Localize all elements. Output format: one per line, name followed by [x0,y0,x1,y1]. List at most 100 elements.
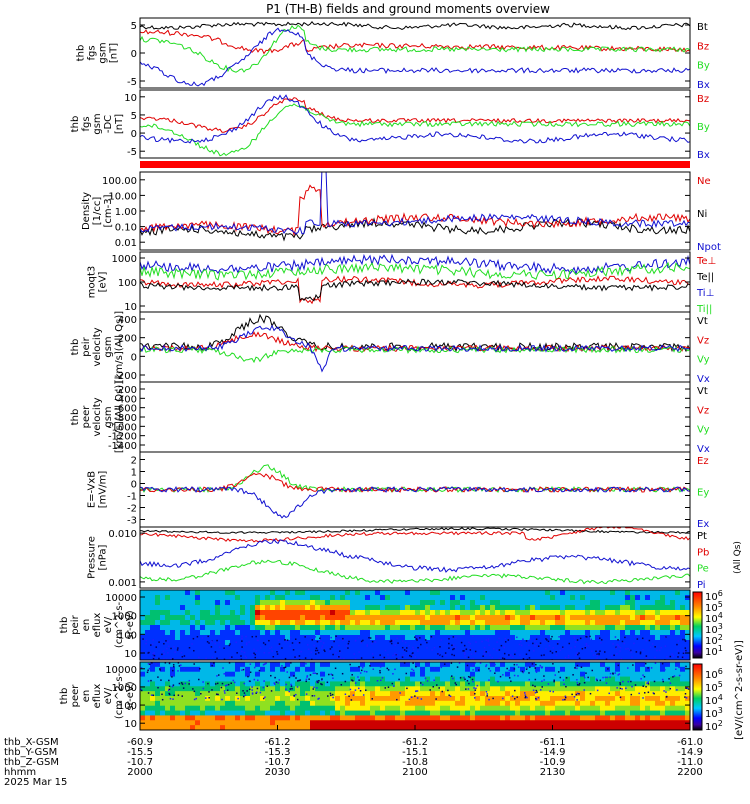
spectrogram-cell [660,635,666,641]
spectrogram-cell [145,595,151,601]
spectrogram-cell [370,715,376,721]
spectrogram-cell [385,662,391,668]
spectrogram-cell [295,630,301,636]
spectrogram-cell [190,666,196,673]
spectrogram-cell [225,720,231,726]
spectrogram-cell [165,715,171,721]
spectrogram-speckle [371,698,374,700]
spectrogram-speckle [664,668,666,671]
spectrogram-speckle [571,693,573,696]
spectrogram-cell [310,681,316,687]
spectrogram-cell [175,725,181,730]
spectrogram-cell [240,615,246,621]
spectrogram-cell [650,676,656,683]
spectrogram-cell [220,725,226,730]
spectrogram-speckle [474,692,476,695]
spectrogram-cell [420,610,426,616]
spectrogram-cell [555,666,561,673]
spectrogram-speckle [412,652,414,654]
spectrogram-cell [430,725,436,730]
spectrogram-speckle [555,654,558,656]
spectrogram-cell [280,615,286,621]
spectrogram-cell [445,610,451,616]
spectrogram-cell [370,640,376,646]
spectrogram-cell [675,615,681,621]
spectrogram-cell [220,620,226,626]
spectrogram-cell [365,686,371,692]
spectrogram-speckle [245,643,248,646]
spectrogram-cell [640,671,646,678]
spectrogram-speckle [332,653,334,656]
spectrogram-speckle [577,653,579,656]
spectrogram-cell [205,595,211,601]
spectrogram-cell [470,662,476,668]
spectrogram-cell [225,600,231,606]
spectrogram-cell [465,620,471,626]
spectrogram-cell [280,715,286,721]
spectrogram-cell [475,645,481,651]
spectrogram-cell [460,662,466,668]
y-tick-label: -5 [127,147,137,158]
spectrogram-speckle [148,651,150,654]
spectrogram-cell [670,686,676,692]
spectrogram-cell [335,715,341,721]
spectrogram-cell [610,605,616,611]
spectrogram-cell [350,640,356,646]
spectrogram-cell [320,645,326,651]
spectrogram-cell [220,700,226,707]
spectrogram-cell [385,610,391,616]
spectrogram-speckle [415,690,417,692]
spectrogram-cell [490,666,496,673]
spectrogram-speckle [448,694,450,696]
spectrogram-cell [230,705,236,712]
spectrogram-cell [625,696,631,702]
spectrogram-cell [405,696,411,702]
spectrogram-cell [620,655,626,660]
x-row-value: -61.0 [677,737,703,748]
spectrogram-cell [360,705,366,712]
legend-ne: Ne [697,176,711,187]
spectrogram-cell [215,686,221,692]
spectrogram-cell [665,710,671,717]
spectrogram-speckle [317,681,319,684]
spectrogram-cell [280,635,286,641]
spectrogram-cell [605,655,611,660]
spectrogram-cell [190,615,196,621]
spectrogram-cell [435,625,441,631]
spectrogram-cell [245,615,251,621]
spectrogram-cell [335,696,341,702]
spectrogram-speckle [262,686,265,689]
spectrogram-cell [545,590,551,596]
spectrogram-cell [515,630,521,636]
spectrogram-speckle [451,644,453,647]
spectrogram-speckle [374,641,377,643]
spectrogram-cell [385,671,391,678]
y-tick-label: 0 [131,129,137,140]
spectrogram-speckle [642,697,644,699]
spectrogram-speckle [401,656,404,658]
spectrogram-cell [225,590,231,596]
spectrogram-cell [190,645,196,651]
spectrogram-speckle [275,681,278,683]
spectrogram-cell [180,650,186,656]
spectrogram-cell [245,715,251,721]
spectrogram-speckle [273,682,275,684]
spectrogram-cell [375,600,381,606]
spectrogram-cell [560,700,566,707]
spectrogram-speckle [335,638,338,640]
spectrogram-speckle [583,681,586,684]
spectrogram-cell [255,710,261,717]
spectrogram-speckle [531,663,534,665]
spectrogram-speckle [166,647,168,650]
spectrogram-speckle [249,680,251,683]
spectrogram-speckle [564,695,567,698]
spectrogram-cell [375,681,381,687]
spectrogram-cell [675,640,681,646]
spectrogram-speckle [360,640,363,643]
spectrogram-cell [445,686,451,692]
spectrogram-cell [405,590,411,596]
spectrogram-speckle [465,648,468,650]
spectrogram-cell [520,605,526,611]
spectrogram-cell [600,645,606,651]
